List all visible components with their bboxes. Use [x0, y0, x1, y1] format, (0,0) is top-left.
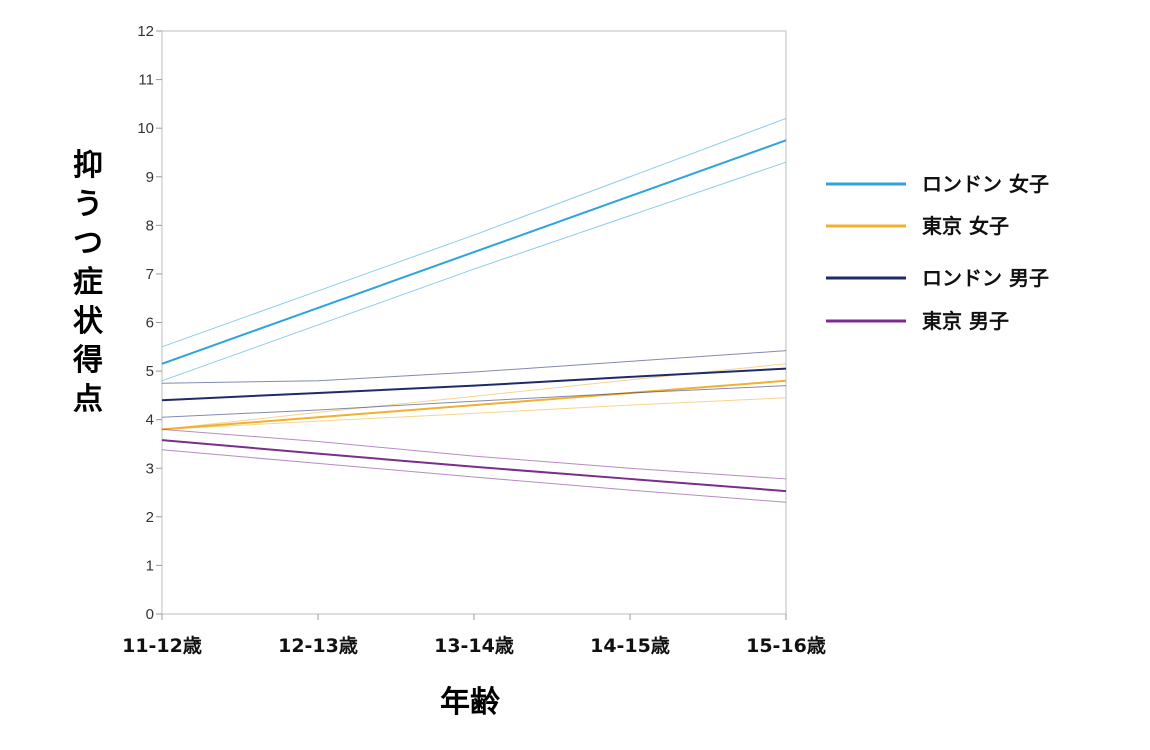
plot-border: [161, 30, 787, 615]
legend-label: ロンドン 男子: [922, 266, 1049, 290]
x-tick-label: 13-14歳: [434, 635, 514, 657]
y-tick-label: 12: [137, 23, 154, 40]
y-axis-title-char: 状: [73, 304, 104, 339]
x-axis-title: 年齢: [440, 685, 500, 720]
y-tick-label: 0: [146, 606, 154, 623]
x-tick-label: 11-12歳: [122, 635, 202, 657]
y-axis-title-char: 症: [73, 265, 103, 300]
series-upper-bound: [161, 350, 787, 384]
series-lower-bound: [161, 449, 787, 503]
series-lines: [161, 117, 787, 503]
y-tick-label: 10: [137, 120, 154, 137]
series-upper-bound: [161, 117, 787, 348]
series-line: [161, 367, 787, 402]
series-3: [161, 428, 787, 503]
y-tick-label: 8: [146, 217, 154, 234]
y-axis-title-char: つ: [73, 226, 103, 261]
y-tick-label: 4: [146, 412, 154, 429]
series-line: [161, 439, 787, 493]
plot-area: [161, 30, 787, 615]
y-tick-label: 11: [138, 72, 154, 89]
legend-label: ロンドン 女子: [922, 172, 1049, 196]
series-upper-bound: [161, 428, 787, 480]
y-tick-label: 1: [146, 557, 154, 574]
legend-label: 東京 男子: [922, 309, 1009, 333]
y-tick-label: 2: [146, 509, 154, 526]
y-tick-label: 6: [146, 315, 154, 332]
series-2: [161, 350, 787, 418]
y-axis-title-char: 点: [73, 382, 103, 417]
series-lower-bound: [161, 397, 787, 430]
y-axis-title-char: 抑: [73, 148, 103, 183]
series-lower-bound: [161, 385, 787, 418]
y-axis-title-char: 得: [72, 343, 103, 378]
y-tick-label: 7: [146, 266, 154, 283]
x-axis: 11-12歳 12-13歳 13-14歳 14-15歳 15-16歳: [122, 614, 826, 657]
x-tick-label: 14-15歳: [590, 635, 670, 657]
x-tick-label: 15-16歳: [746, 635, 826, 657]
series-lower-bound: [161, 161, 787, 382]
series-0: [161, 117, 787, 382]
y-tick-label: 9: [146, 169, 154, 186]
x-tick-label: 12-13歳: [278, 635, 358, 657]
y-axis-title-char: う: [73, 187, 103, 222]
legend-label: 東京 女子: [922, 214, 1009, 238]
y-tick-label: 5: [146, 363, 154, 380]
y-tick-label: 3: [146, 460, 154, 477]
